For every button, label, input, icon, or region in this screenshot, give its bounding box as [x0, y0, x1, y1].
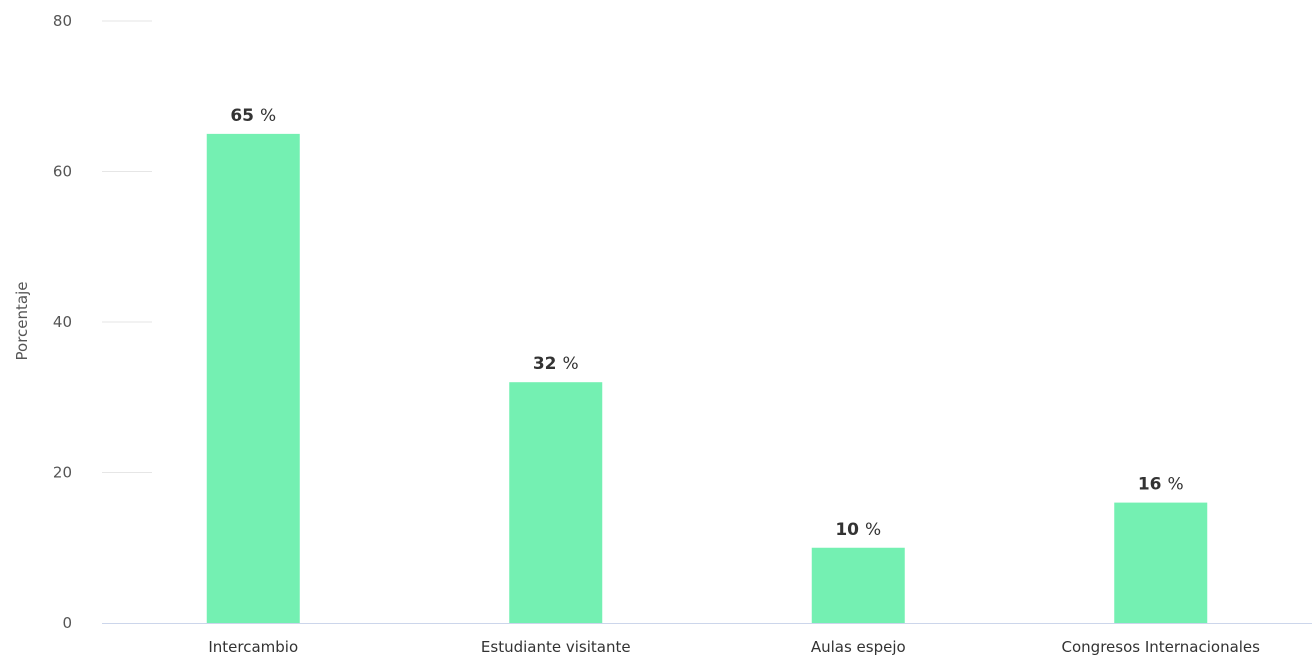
y-axis-ticks: 0 20 40 60 80	[53, 12, 72, 632]
data-label: 10%	[835, 520, 881, 540]
y-tick-label: 20	[53, 464, 72, 482]
bar[interactable]	[206, 133, 300, 623]
data-labels-layer: 65 % 32 % 10 % 16%	[230, 106, 1183, 540]
x-tick-label: Congresos Internacionales	[1062, 638, 1261, 656]
grid-layer	[102, 20, 152, 473]
bars-layer	[206, 133, 1208, 623]
y-tick-label: 40	[53, 313, 72, 331]
data-label: 16%	[1138, 475, 1184, 495]
x-tick-label: Estudiante visitante	[481, 638, 631, 656]
x-axis-categories: Intercambio Estudiante visitante Aulas esp…	[208, 638, 1260, 656]
x-tick-label: Intercambio	[208, 638, 298, 656]
data-label: 32%	[533, 354, 579, 374]
y-axis-title: Porcentaje	[13, 282, 31, 361]
bar[interactable]	[1114, 502, 1208, 623]
y-tick-label: 80	[53, 12, 72, 30]
bar[interactable]	[811, 547, 905, 623]
bar[interactable]	[509, 382, 603, 623]
y-tick-label: 0	[62, 614, 72, 632]
y-tick-label: 60	[53, 163, 72, 181]
x-tick-label: Aulas espejo	[811, 638, 906, 656]
data-label: 65%	[230, 106, 276, 126]
